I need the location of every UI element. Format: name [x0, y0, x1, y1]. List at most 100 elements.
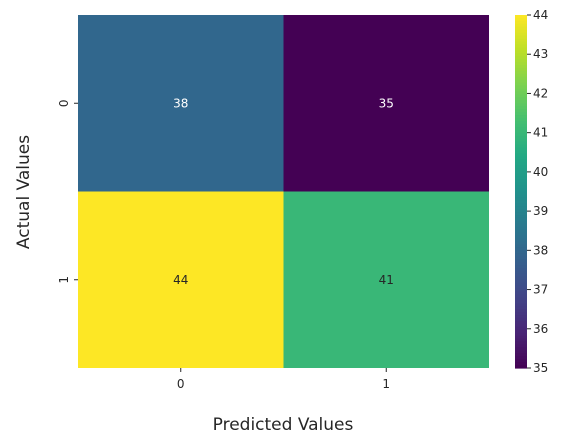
- colorbar-segment: [515, 15, 527, 19]
- cell-value-label: 41: [379, 273, 394, 287]
- colorbar-segment: [515, 91, 527, 96]
- colorbar-segment: [515, 223, 527, 228]
- colorbar-segment: [515, 115, 527, 119]
- colorbar-segment: [515, 282, 527, 287]
- colorbar-segment: [515, 215, 527, 219]
- colorbar-segment: [515, 294, 527, 298]
- colorbar-tick-label: 36: [533, 322, 548, 336]
- colorbar-segment: [515, 323, 527, 328]
- colorbar-segment: [515, 341, 527, 346]
- colorbar-segment: [515, 365, 527, 369]
- colorbar-segment: [515, 188, 527, 193]
- colorbar-segment: [515, 217, 527, 222]
- colorbar-segment: [515, 112, 527, 116]
- colorbar-tick-label: 39: [533, 204, 548, 218]
- colorbar-segment: [515, 156, 527, 160]
- colorbar-segment: [515, 150, 527, 154]
- colorbar-segment: [515, 82, 527, 87]
- colorbar-tick-label: 43: [533, 47, 548, 61]
- colorbar-segment: [515, 162, 527, 166]
- colorbar-segment: [515, 247, 527, 251]
- heatmap-cells: [78, 15, 489, 368]
- colorbar-segment: [515, 173, 527, 178]
- colorbar-segment: [515, 126, 527, 131]
- colorbar-segment: [515, 300, 527, 304]
- colorbar-segment: [515, 209, 527, 213]
- colorbar-segment: [515, 32, 527, 37]
- colorbar-segment: [515, 344, 527, 349]
- colorbar-segment: [515, 200, 527, 204]
- colorbar-segment: [515, 47, 527, 51]
- colorbar-segment: [515, 170, 527, 175]
- colorbar-segment: [515, 147, 527, 151]
- colorbar-segment: [515, 97, 527, 101]
- colorbar-segment: [515, 303, 527, 307]
- colorbar-segment: [515, 185, 527, 190]
- colorbar-segment: [515, 285, 527, 290]
- colorbar-segment: [515, 253, 527, 257]
- y-tick-label: 0: [57, 99, 71, 107]
- colorbar-tick-label: 40: [533, 165, 548, 179]
- colorbar-segment: [515, 129, 527, 134]
- colorbar-segment: [515, 182, 527, 187]
- colorbar-segment: [515, 288, 527, 293]
- x-tick-label: 1: [382, 377, 390, 391]
- colorbar-segment: [515, 276, 527, 281]
- colorbar-segment: [515, 241, 527, 246]
- colorbar-segment: [515, 250, 527, 254]
- colorbar-segment: [515, 315, 527, 319]
- colorbar-segment: [515, 176, 527, 181]
- colorbar-segment: [515, 123, 527, 128]
- heatmap-cell-0-0: [78, 15, 284, 192]
- colorbar-segment: [515, 138, 527, 143]
- colorbar-segment: [515, 167, 527, 172]
- colorbar-segment: [515, 273, 527, 278]
- colorbar-segment: [515, 312, 527, 316]
- colorbar-segment: [515, 120, 527, 125]
- colorbar-segment: [515, 53, 527, 57]
- colorbar-segment: [515, 244, 527, 248]
- colorbar-segment: [515, 38, 527, 43]
- colorbar-segment: [515, 141, 527, 146]
- colorbar-segment: [515, 67, 527, 72]
- colorbar-segment: [515, 50, 527, 54]
- heatmap-cell-0-1: [283, 15, 489, 192]
- colorbar-segment: [515, 23, 527, 28]
- colorbar-segment: [515, 297, 527, 301]
- colorbar-segment: [515, 88, 527, 93]
- colorbar-segment: [515, 256, 527, 260]
- colorbar-segment: [515, 135, 527, 140]
- cell-value-label: 35: [379, 96, 394, 110]
- colorbar-segment: [515, 20, 527, 25]
- colorbar-segment: [515, 26, 527, 31]
- colorbar-tick-label: 42: [533, 86, 548, 100]
- colorbar-segment: [515, 229, 527, 234]
- colorbar-segment: [515, 59, 527, 63]
- colorbar-segment: [515, 117, 527, 122]
- colorbar-segment: [515, 220, 527, 225]
- colorbar-segment: [515, 144, 527, 148]
- colorbar-segment: [515, 326, 527, 331]
- colorbar-segment: [515, 306, 527, 310]
- colorbar-segment: [515, 79, 527, 84]
- colorbar-segment: [515, 232, 527, 237]
- colorbar-segment: [515, 338, 527, 343]
- colorbar-segment: [515, 29, 527, 34]
- colorbar-segment: [515, 35, 527, 40]
- colorbar-segment: [515, 62, 527, 66]
- colorbar-segment: [515, 197, 527, 201]
- heatmap-cell-1-0: [78, 191, 284, 368]
- colorbar-segment: [515, 194, 527, 198]
- colorbar-segment: [515, 179, 527, 184]
- colorbar-segment: [515, 235, 527, 240]
- heatmap-annotations: 38 35 44 41: [173, 96, 394, 287]
- colorbar-segment: [515, 270, 527, 275]
- colorbar-segment: [515, 317, 527, 322]
- colorbar-tick-label: 37: [533, 283, 548, 297]
- colorbar-segment: [515, 347, 527, 351]
- colorbar-segment: [515, 291, 527, 296]
- colorbar-segment: [515, 238, 527, 243]
- y-axis-ticks: 01: [57, 99, 78, 284]
- colorbar-tick-label: 44: [533, 8, 548, 22]
